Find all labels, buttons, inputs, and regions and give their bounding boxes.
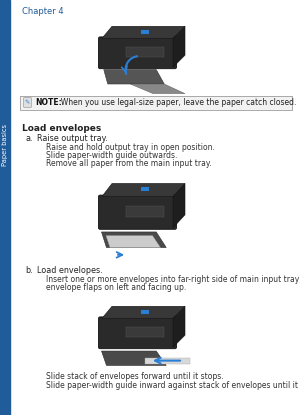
Polygon shape [145,358,190,364]
Text: Paper basics: Paper basics [2,124,8,166]
Polygon shape [101,351,166,366]
FancyBboxPatch shape [98,37,176,69]
Bar [126,327,164,337]
Polygon shape [173,306,185,347]
Polygon shape [102,183,185,197]
Text: Raise output tray.: Raise output tray. [37,134,108,143]
Text: Insert one or more envelopes into far-right side of main input tray, with: Insert one or more envelopes into far-ri… [46,274,300,283]
Bar [126,206,164,217]
FancyBboxPatch shape [24,98,31,107]
Polygon shape [102,27,185,39]
Polygon shape [106,236,160,248]
Text: Slide paper-width guide inward against stack of envelopes until it stops.: Slide paper-width guide inward against s… [46,381,300,390]
Text: envelope flaps on left and facing up.: envelope flaps on left and facing up. [46,283,186,292]
Polygon shape [173,183,185,228]
Polygon shape [101,232,166,248]
Text: Load envelopes: Load envelopes [22,124,101,133]
Polygon shape [173,27,185,67]
Bar [20,96,292,110]
Text: Remove all paper from the main input tray.: Remove all paper from the main input tra… [46,159,212,168]
Polygon shape [104,70,164,84]
Bar [141,187,149,191]
Text: b.: b. [25,266,33,275]
Bar [141,30,149,34]
Text: Slide paper-width guide outwards.: Slide paper-width guide outwards. [46,151,177,160]
Text: Chapter 4: Chapter 4 [22,7,64,16]
FancyBboxPatch shape [98,195,176,229]
Text: NOTE:: NOTE: [35,98,62,107]
Text: Slide stack of envelopes forward until it stops.: Slide stack of envelopes forward until i… [46,372,224,381]
Bar [141,310,149,314]
Text: When you use legal-size paper, leave the paper catch closed.: When you use legal-size paper, leave the… [56,98,296,107]
Text: ✎: ✎ [25,100,30,105]
Bar [126,47,164,57]
Polygon shape [102,306,185,318]
Polygon shape [130,84,185,94]
FancyBboxPatch shape [98,317,176,349]
Text: Load envelopes.: Load envelopes. [37,266,103,275]
Text: Raise and hold output tray in open position.: Raise and hold output tray in open posit… [46,142,215,151]
Bar [0,0,10,415]
Text: a.: a. [25,134,32,143]
